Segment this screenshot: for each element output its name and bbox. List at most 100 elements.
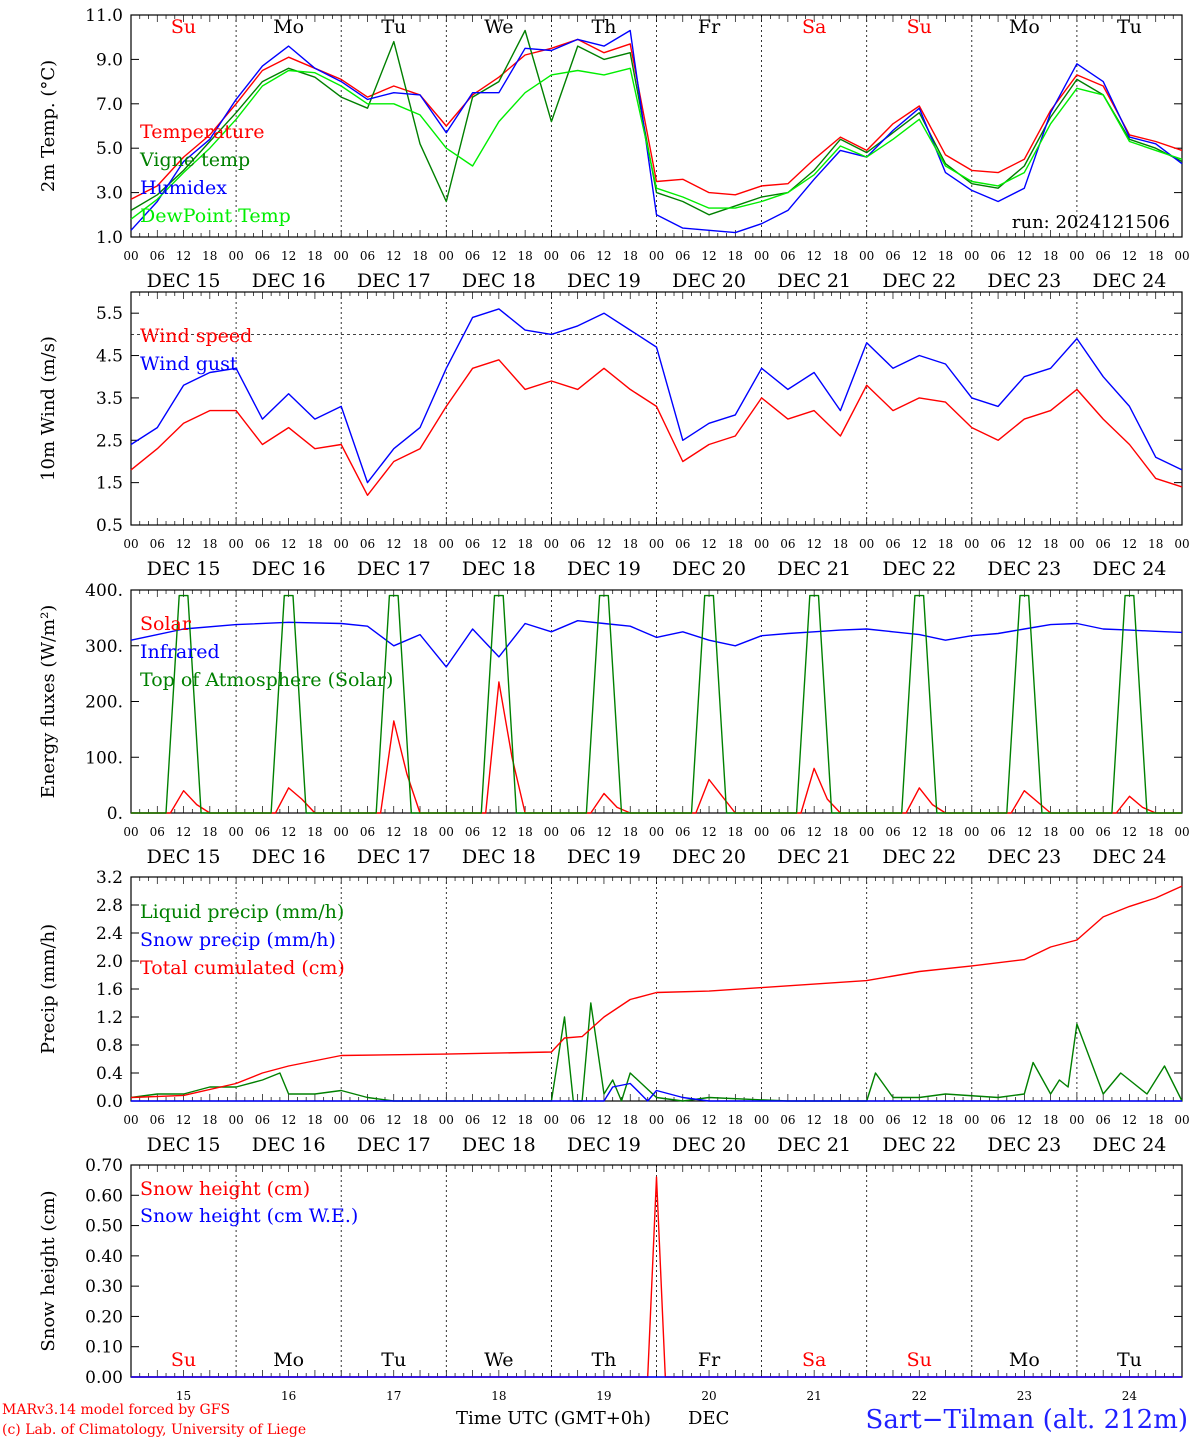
y-axis-label: Precip (mm/h) xyxy=(38,924,59,1054)
hour-label: 00 xyxy=(754,249,769,263)
date-label: DEC 20 xyxy=(672,846,746,868)
date-label: DEC 21 xyxy=(777,558,851,580)
hour-label: 06 xyxy=(465,249,480,263)
hour-label: 12 xyxy=(596,537,611,551)
hour-label: 06 xyxy=(255,1113,270,1127)
date-label: DEC 16 xyxy=(252,846,326,868)
hour-label: 06 xyxy=(570,249,585,263)
hour-label: 06 xyxy=(1096,249,1111,263)
day-label: Th xyxy=(591,16,616,38)
hour-label: 12 xyxy=(176,1113,191,1127)
series-dewpoint-temp xyxy=(130,67,1183,220)
hour-label: 06 xyxy=(780,249,795,263)
hour-label: 12 xyxy=(596,825,611,839)
date-label: DEC 17 xyxy=(357,1134,431,1156)
series-snow-precip-mm-h- xyxy=(131,1082,1182,1102)
hour-label: 12 xyxy=(596,249,611,263)
hour-label: 12 xyxy=(807,249,822,263)
day-label: Th xyxy=(591,1349,616,1371)
hour-label: 12 xyxy=(1017,825,1032,839)
date-label: DEC 19 xyxy=(567,1134,641,1156)
hour-label: 06 xyxy=(150,537,165,551)
y-tick-label: 300. xyxy=(85,637,123,657)
hour-label: 00 xyxy=(1174,249,1189,263)
y-tick-label: 1.2 xyxy=(96,1008,123,1028)
hour-label: 00 xyxy=(439,1113,454,1127)
hour-label: 18 xyxy=(202,1113,217,1127)
hour-label: 00 xyxy=(544,249,559,263)
y-tick-label: 0.70 xyxy=(85,1156,123,1176)
hour-label: 06 xyxy=(465,537,480,551)
hour-label: 18 xyxy=(1148,825,1163,839)
hour-label: 06 xyxy=(570,537,585,551)
y-tick-label: 1.6 xyxy=(96,980,123,1000)
hour-label: 18 xyxy=(517,1113,532,1127)
hour-label: 18 xyxy=(833,1113,848,1127)
y-axis-label: Energy fluxes (W/m²) xyxy=(38,605,59,799)
hour-label: 06 xyxy=(570,1113,585,1127)
date-label: DEC 21 xyxy=(777,270,851,292)
date-label: DEC 20 xyxy=(672,270,746,292)
hour-label: 06 xyxy=(1096,825,1111,839)
hour-label: 18 xyxy=(728,1113,743,1127)
y-tick-label: 400. xyxy=(85,581,123,601)
date-label: DEC 17 xyxy=(357,270,431,292)
day-number: 17 xyxy=(386,1389,401,1403)
y-tick-label: 4.5 xyxy=(96,347,123,367)
date-label: DEC 23 xyxy=(987,270,1061,292)
y-tick-label: 0.50 xyxy=(85,1217,123,1237)
hour-label: 18 xyxy=(202,249,217,263)
date-label: DEC 22 xyxy=(882,846,956,868)
hour-label: 12 xyxy=(386,825,401,839)
date-label: DEC 19 xyxy=(567,270,641,292)
hour-label: 12 xyxy=(386,1113,401,1127)
legend-entry: DewPoint Temp xyxy=(140,205,291,227)
date-label: DEC 23 xyxy=(987,846,1061,868)
date-label: DEC 17 xyxy=(357,846,431,868)
day-label: Mo xyxy=(273,1349,304,1371)
hour-label: 00 xyxy=(964,825,979,839)
y-tick-label: 100. xyxy=(85,748,123,768)
hour-label: 06 xyxy=(885,537,900,551)
y-tick-label: 200. xyxy=(85,693,123,713)
day-number: 16 xyxy=(281,1389,296,1403)
hour-label: 06 xyxy=(1096,1113,1111,1127)
hour-label: 18 xyxy=(833,825,848,839)
hour-label: 12 xyxy=(701,537,716,551)
date-label: DEC 24 xyxy=(1093,558,1167,580)
hour-label: 06 xyxy=(675,1113,690,1127)
lab-credit: (c) Lab. of Climatology, University of L… xyxy=(2,1422,306,1438)
hour-label: 00 xyxy=(123,537,138,551)
hour-label: 06 xyxy=(1096,537,1111,551)
day-number: 20 xyxy=(701,1389,716,1403)
date-label: DEC 15 xyxy=(147,270,221,292)
hour-label: 18 xyxy=(833,537,848,551)
date-label: DEC 24 xyxy=(1093,846,1167,868)
day-number: 19 xyxy=(596,1389,611,1403)
hour-label: 06 xyxy=(360,537,375,551)
panel-4: 0.0 0.4 0.8 1.2 1.6 2.0 2.4 2.8 3.2 Precip (mm/h)… xyxy=(38,868,1190,1156)
day-label: Tu xyxy=(381,1349,406,1371)
hour-label: 00 xyxy=(649,1113,664,1127)
hour-label: 06 xyxy=(990,825,1005,839)
hour-label: 06 xyxy=(360,1113,375,1127)
hour-label: 06 xyxy=(990,1113,1005,1127)
hour-label: 00 xyxy=(1069,1113,1084,1127)
hour-label: 06 xyxy=(150,825,165,839)
series-wind-speed xyxy=(130,359,1183,496)
series-liquid-precip-mm-h- xyxy=(130,1002,1183,1102)
date-label: DEC 15 xyxy=(147,846,221,868)
hour-label: 18 xyxy=(412,1113,427,1127)
hour-label: 18 xyxy=(517,825,532,839)
hour-label: 06 xyxy=(885,249,900,263)
hour-label: 00 xyxy=(754,537,769,551)
hour-label: 12 xyxy=(1122,1113,1137,1127)
panel-1: 1.0 3.0 5.0 7.0 9.0 11.0 2m Temp. (°C) Temperat… xyxy=(38,6,1190,292)
hour-label: 18 xyxy=(1148,1113,1163,1127)
y-tick-label: 0.00 xyxy=(85,1368,123,1388)
day-number: 18 xyxy=(491,1389,506,1403)
legend-entry: Vigne temp xyxy=(139,149,250,171)
day-label: Su xyxy=(907,1349,932,1371)
day-number: 24 xyxy=(1122,1389,1138,1403)
hour-label: 12 xyxy=(491,1113,506,1127)
